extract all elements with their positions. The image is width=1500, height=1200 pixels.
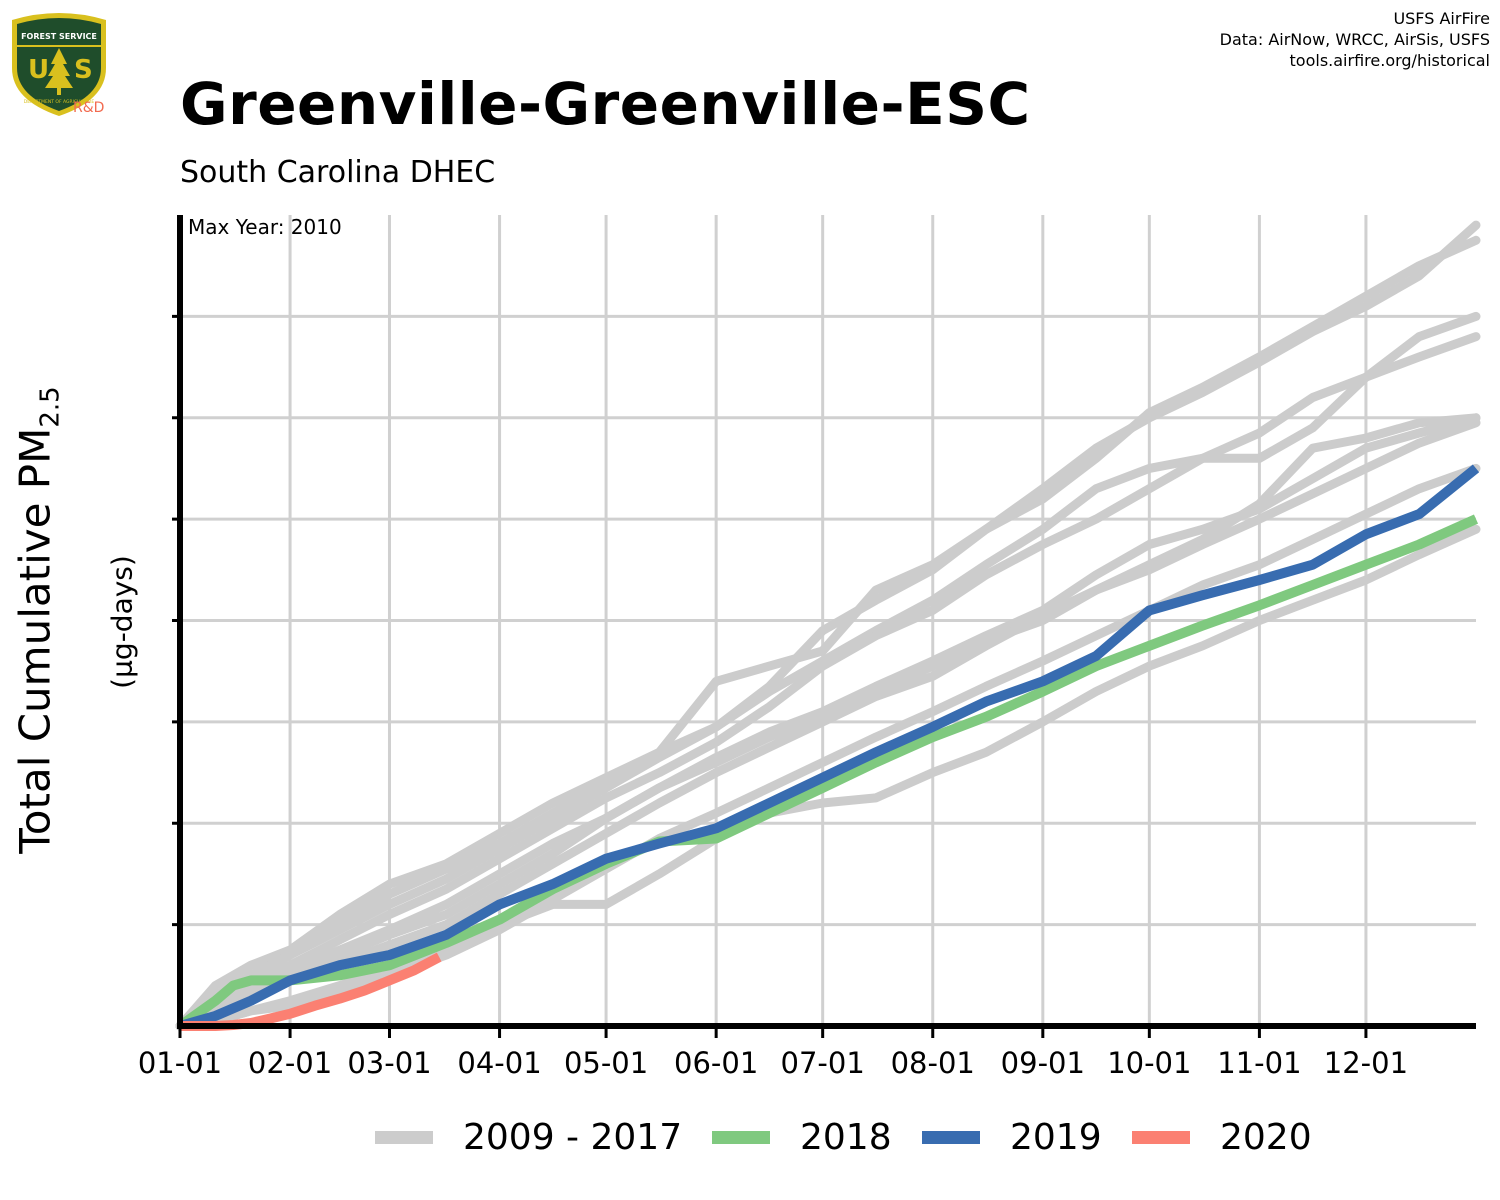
legend-label: 2020 bbox=[1220, 1116, 1312, 1158]
legend: 2009 - 2017 2018 2019 2020 bbox=[0, 1112, 1500, 1162]
chart-title: Greenville-Greenville-ESC bbox=[180, 70, 1031, 138]
x-tick-label: 01-01 bbox=[138, 1046, 222, 1080]
legend-swatch bbox=[922, 1130, 980, 1144]
legend-swatch bbox=[712, 1130, 770, 1144]
axes: 01-01 02-01 03-01 04-01 05-01 06-01 07-01 08-01… bbox=[138, 215, 1476, 1080]
historical-line bbox=[175, 524, 1481, 1031]
legend-item-2019: 2019 bbox=[922, 1112, 1102, 1162]
historical-line bbox=[175, 311, 1481, 1031]
historical-series bbox=[175, 220, 1481, 1031]
x-tick-label: 05-01 bbox=[564, 1046, 648, 1080]
x-tick-label: 02-01 bbox=[248, 1046, 332, 1080]
legend-label: 2018 bbox=[800, 1116, 892, 1158]
x-tick-label: 07-01 bbox=[781, 1046, 865, 1080]
legend-label: 2009 - 2017 bbox=[463, 1116, 683, 1158]
svg-text:S: S bbox=[74, 55, 93, 85]
legend-item-2020: 2020 bbox=[1132, 1112, 1312, 1162]
usfs-logo: FOREST SERVICE U S DEPARTMENT OF AGRICUL… bbox=[6, 8, 112, 120]
x-tick-label: 09-01 bbox=[1001, 1046, 1085, 1080]
usfs-shield-icon: FOREST SERVICE U S DEPARTMENT OF AGRICUL… bbox=[12, 13, 106, 116]
legend-swatch bbox=[1132, 1130, 1190, 1144]
x-tick-label: 10-01 bbox=[1107, 1046, 1191, 1080]
historical-line bbox=[175, 235, 1481, 1031]
historical-line bbox=[175, 463, 1481, 1031]
y-axis-label-text: Total Cumulative PM bbox=[10, 427, 60, 854]
credit-line-1: USFS AirFire bbox=[1393, 9, 1490, 28]
rd-label: R&D bbox=[73, 100, 105, 116]
historical-line bbox=[175, 413, 1481, 1031]
series-line-2019 bbox=[178, 464, 1480, 1031]
credits: USFS AirFire Data: AirNow, WRCC, AirSis,… bbox=[1220, 8, 1490, 71]
legend-label: 2019 bbox=[1010, 1116, 1102, 1158]
x-tick-label: 03-01 bbox=[347, 1046, 431, 1080]
svg-text:DEPARTMENT OF AGRICULTURE: DEPARTMENT OF AGRICULTURE bbox=[24, 99, 95, 105]
chart-subtitle: South Carolina DHEC bbox=[180, 155, 496, 190]
legend-item-2018: 2018 bbox=[712, 1112, 892, 1162]
credit-line-2: Data: AirNow, WRCC, AirSis, USFS bbox=[1219, 30, 1490, 49]
x-tick-label: 06-01 bbox=[674, 1046, 758, 1080]
x-tick-label: 11-01 bbox=[1217, 1046, 1301, 1080]
svg-text:U: U bbox=[28, 55, 49, 85]
x-tick-label: 04-01 bbox=[457, 1046, 541, 1080]
y-axis-unit-text: (µg-days) bbox=[105, 555, 139, 689]
historical-line bbox=[175, 332, 1481, 1031]
x-tick-label: 12-01 bbox=[1324, 1046, 1408, 1080]
credit-line-3: tools.airfire.org/historical bbox=[1289, 51, 1490, 70]
legend-swatch bbox=[375, 1130, 433, 1144]
max-year-annotation: Max Year: 2010 bbox=[188, 215, 342, 239]
legend-item-historical: 2009 - 2017 bbox=[375, 1112, 682, 1162]
x-tick-label: 08-01 bbox=[891, 1046, 975, 1080]
y-axis-label-subscript: 2.5 bbox=[35, 386, 66, 428]
svg-text:FOREST SERVICE: FOREST SERVICE bbox=[21, 32, 97, 41]
